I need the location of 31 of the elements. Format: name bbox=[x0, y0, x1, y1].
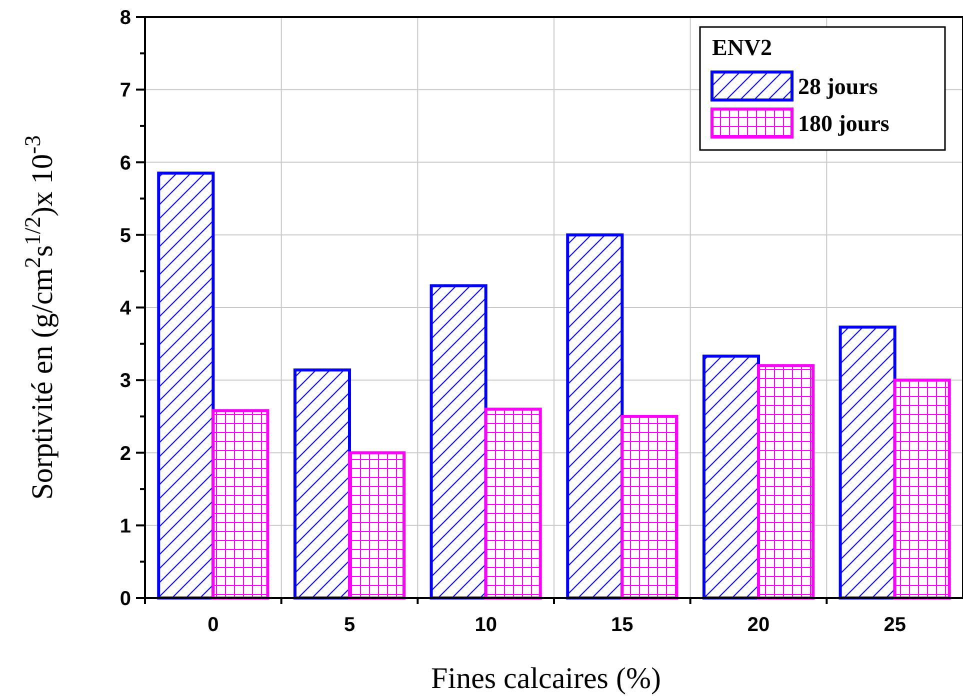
x-axis-title: Fines calcaires (%) bbox=[431, 662, 661, 695]
y-tick-label: 7 bbox=[120, 80, 131, 102]
bar bbox=[430, 284, 488, 600]
y-tick-label: 8 bbox=[120, 7, 131, 29]
y-tick-label: 4 bbox=[120, 298, 132, 320]
x-tick-label: 20 bbox=[747, 614, 770, 636]
bar bbox=[757, 364, 815, 600]
legend-label: 28 jours bbox=[798, 74, 878, 99]
y-tick-label: 3 bbox=[120, 370, 131, 392]
x-tick-label: 15 bbox=[611, 614, 634, 636]
bar bbox=[702, 354, 760, 600]
x-tick-label: 5 bbox=[344, 614, 356, 636]
y-tick-label: 0 bbox=[120, 588, 131, 610]
bar bbox=[293, 368, 351, 600]
bar bbox=[348, 451, 406, 600]
y-tick-label: 6 bbox=[120, 152, 131, 174]
x-tick-label: 10 bbox=[474, 614, 497, 636]
x-tick-label: 0 bbox=[208, 614, 219, 636]
bar bbox=[157, 172, 215, 600]
y-tick-label: 2 bbox=[120, 442, 131, 465]
bar bbox=[566, 233, 624, 600]
y-tick-label: 1 bbox=[120, 515, 131, 538]
y-tick-label: 5 bbox=[120, 224, 131, 247]
x-tick-label: 25 bbox=[884, 614, 906, 636]
bar bbox=[212, 409, 270, 600]
bar bbox=[893, 378, 951, 600]
bar bbox=[620, 414, 678, 600]
bar bbox=[484, 408, 542, 600]
legend-label: 180 jours bbox=[798, 111, 890, 136]
bar bbox=[838, 326, 896, 600]
legend-title: ENV2 bbox=[712, 35, 772, 60]
